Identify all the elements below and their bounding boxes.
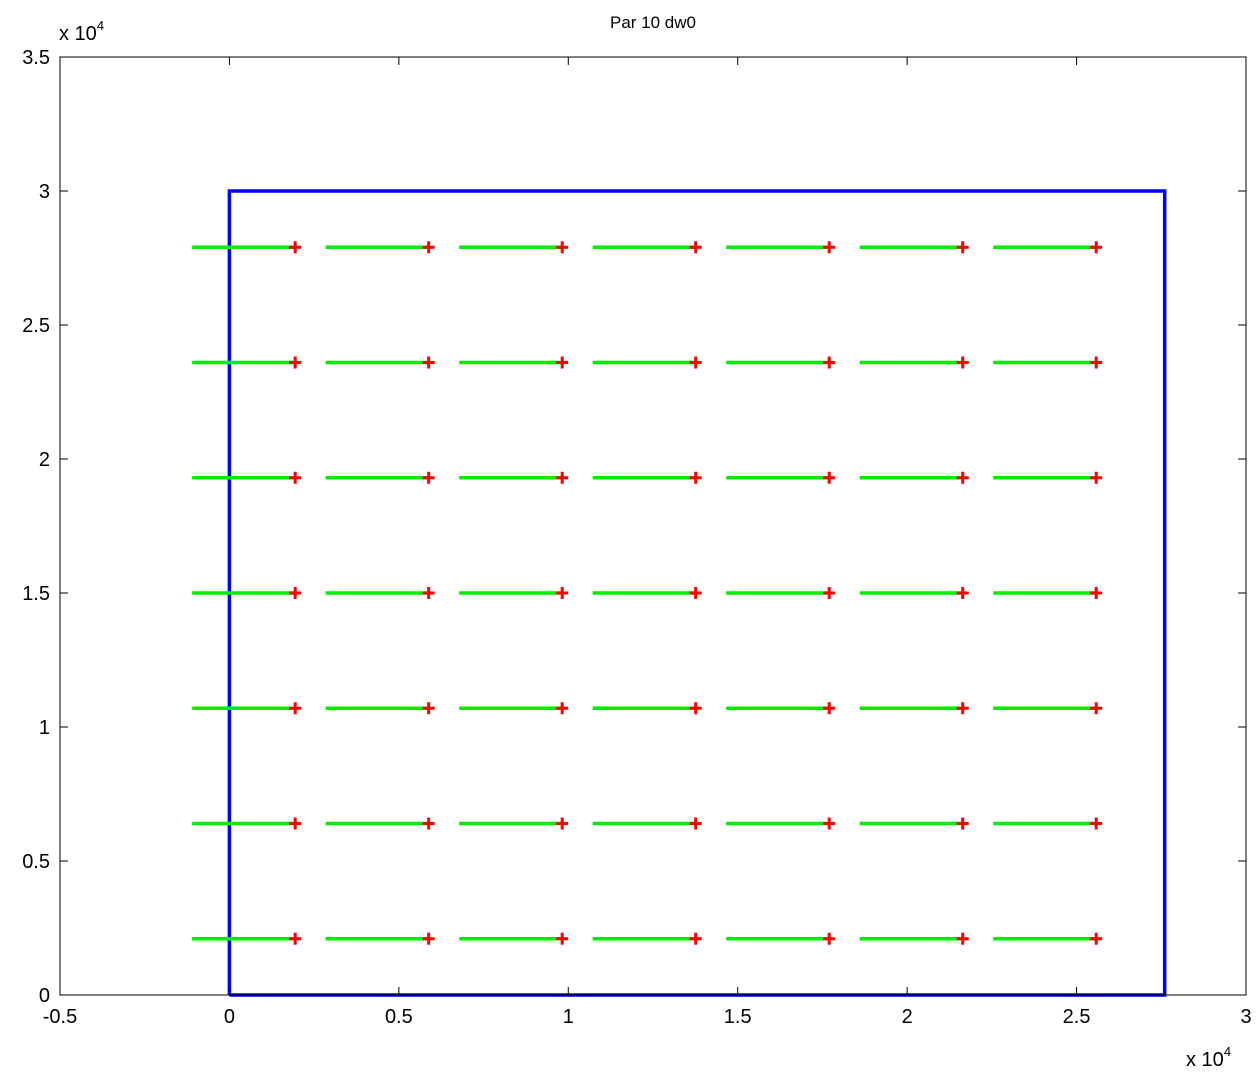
marker-r3-c2 [422,702,435,715]
marker-r7-c4 [689,241,702,254]
x-tick-label: 1 [563,1006,574,1028]
marker-r5-c5 [823,471,836,484]
marker-r4-c4 [689,587,702,599]
marker-r7-c3 [556,241,569,254]
marker-r1-c2 [422,932,435,945]
x-multiplier-exponent: 4 [1224,1044,1231,1059]
y-axis-multiplier: x 104 [59,18,104,45]
y-tick-label: 1 [39,717,50,739]
marker-r2-c2 [422,817,435,830]
x-tick-label: 2 [902,1006,913,1028]
marker-r6-c7 [1090,356,1103,369]
y-multiplier-exponent: 4 [97,18,104,33]
marker-r4-c2 [422,587,435,599]
marker-r2-c5 [823,817,836,830]
x-tick-label: 0.5 [385,1006,413,1028]
x-axis-ticks: -0.5 0 0.5 1 1.5 2 2.5 3 [43,57,1252,1028]
y-tick-label: 1.5 [22,583,50,605]
marker-r6-c2 [422,356,435,369]
marker-r5-c7 [1090,471,1103,484]
marker-r6-c4 [689,356,702,369]
marker-r7-c7 [1090,241,1103,254]
marker-r1-c7 [1090,932,1103,945]
marker-r3-c4 [689,702,702,715]
marker-r5-c2 [422,471,435,484]
marker-r1-c5 [823,932,836,945]
x-tick-label: 2.5 [1063,1006,1091,1028]
x-tick-label: 3 [1240,1006,1251,1028]
marker-r4-c6 [956,587,969,599]
y-axis-ticks: 0 0.5 1 1.5 2 2.5 3 3.5 [22,47,1246,1007]
y-multiplier-base: x 10 [59,23,97,45]
marker-r2-c3 [556,817,569,830]
plot-content [192,189,1167,997]
marker-r5-c3 [556,471,569,484]
marker-r7-c1 [289,241,302,254]
axes-box [59,56,1247,996]
y-tick-label: 0.5 [22,851,50,873]
x-multiplier-base: x 10 [1186,1049,1224,1071]
marker-r4-c5 [823,587,836,599]
marker-r1-c6 [956,932,969,945]
marker-r3-c1 [289,702,302,715]
marker-r1-c1 [289,932,302,945]
x-tick-label: -0.5 [43,1006,77,1028]
x-tick-label: 1.5 [724,1006,752,1028]
marker-r1-c3 [556,932,569,945]
marker-r1-c4 [689,932,702,945]
marker-r3-c7 [1090,702,1103,715]
y-tick-label: 3.5 [22,47,50,69]
y-tick-label: 2.5 [22,315,50,337]
marker-r6-c5 [823,356,836,369]
marker-r4-c3 [556,587,569,599]
marker-r5-c6 [956,471,969,484]
marker-r7-c2 [422,241,435,254]
marker-r4-c1 [289,587,302,599]
marker-r6-c3 [556,356,569,369]
marker-r6-c6 [956,356,969,369]
marker-r7-c6 [956,241,969,254]
x-tick-label: 0 [224,1006,235,1028]
marker-r3-c3 [556,702,569,715]
marker-r4-c7 [1090,587,1103,599]
x-axis-multiplier: x 104 [1186,1044,1231,1071]
marker-r2-c1 [289,817,302,830]
y-tick-label: 2 [39,449,50,471]
marker-r2-c4 [689,817,702,830]
y-tick-label: 3 [39,181,50,203]
marker-r7-c5 [823,241,836,254]
marker-r6-c1 [289,356,302,369]
marker-r2-c7 [1090,817,1103,830]
marker-r5-c4 [689,471,702,484]
y-tick-label: 0 [39,985,50,1007]
marker-r3-c5 [823,702,836,715]
marker-r3-c6 [956,702,969,715]
marker-r5-c1 [289,471,302,484]
chart-title: Par 10 dw0 [610,13,696,32]
marker-r2-c6 [956,817,969,830]
